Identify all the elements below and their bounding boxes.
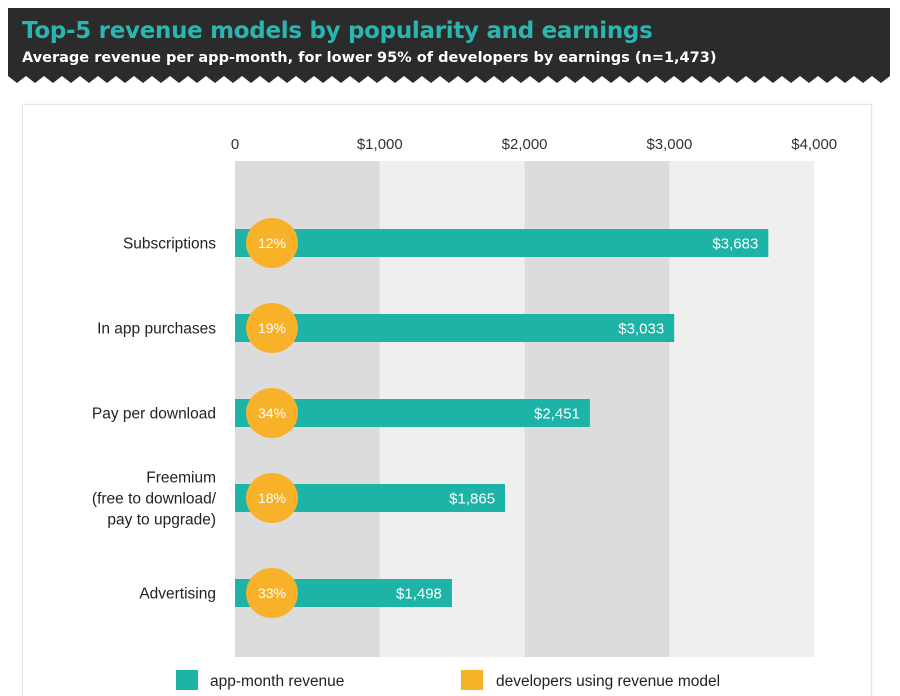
header-banner-shape [8, 8, 890, 83]
developers-percent-label: 34% [258, 405, 286, 421]
developers-percent-dot [246, 473, 298, 523]
revenue-value-label: $2,451 [534, 406, 580, 423]
revenue-value-label: $3,683 [712, 236, 758, 253]
revenue-value-label: $1,498 [396, 586, 442, 603]
developers-percent-label: 33% [258, 585, 286, 601]
developers-percent-dot [246, 568, 298, 618]
chart-subtitle: Average revenue per app-month, for lower… [22, 50, 717, 66]
chart-panel: 0 $1,000 $2,000 $3,000 $4,000 Subscriptions $3… [22, 104, 872, 696]
developers-percent-label: 19% [258, 320, 286, 336]
category-label: pay to upgrade) [107, 512, 216, 529]
developers-percent-dot [246, 388, 298, 438]
bar-chart: 0 $1,000 $2,000 $3,000 $4,000 Subscriptions $3… [92, 136, 837, 690]
developers-percent-dot [246, 303, 298, 353]
developers-percent-label: 12% [258, 235, 286, 251]
legend-swatch-revenue [176, 670, 198, 690]
category-label: (free to download/ [92, 491, 217, 508]
chart-header: Top-5 revenue models by popularity and e… [8, 8, 890, 84]
category-label: In app purchases [97, 321, 216, 338]
legend-swatch-developers [461, 670, 483, 690]
category-label: Freemium [146, 470, 216, 487]
x-tick-label: $2,000 [502, 136, 548, 153]
developers-percent-dot [246, 218, 298, 268]
header-banner [8, 8, 890, 83]
legend-label-revenue: app-month revenue [210, 673, 344, 690]
category-label: Pay per download [92, 406, 216, 423]
category-label: Subscriptions [123, 236, 216, 253]
x-tick-label: 0 [231, 136, 239, 153]
legend-label-developers: developers using revenue model [496, 673, 720, 690]
revenue-bar [235, 229, 769, 257]
x-tick-label: $4,000 [791, 136, 837, 153]
revenue-value-label: $3,033 [618, 321, 664, 338]
category-label: Advertising [139, 586, 216, 603]
developers-percent-label: 18% [258, 490, 286, 506]
x-tick-label: $3,000 [646, 136, 692, 153]
chart-title: Top-5 revenue models by popularity and e… [22, 18, 653, 44]
revenue-value-label: $1,865 [449, 491, 495, 508]
x-tick-label: $1,000 [357, 136, 403, 153]
revenue-bar [235, 314, 675, 342]
